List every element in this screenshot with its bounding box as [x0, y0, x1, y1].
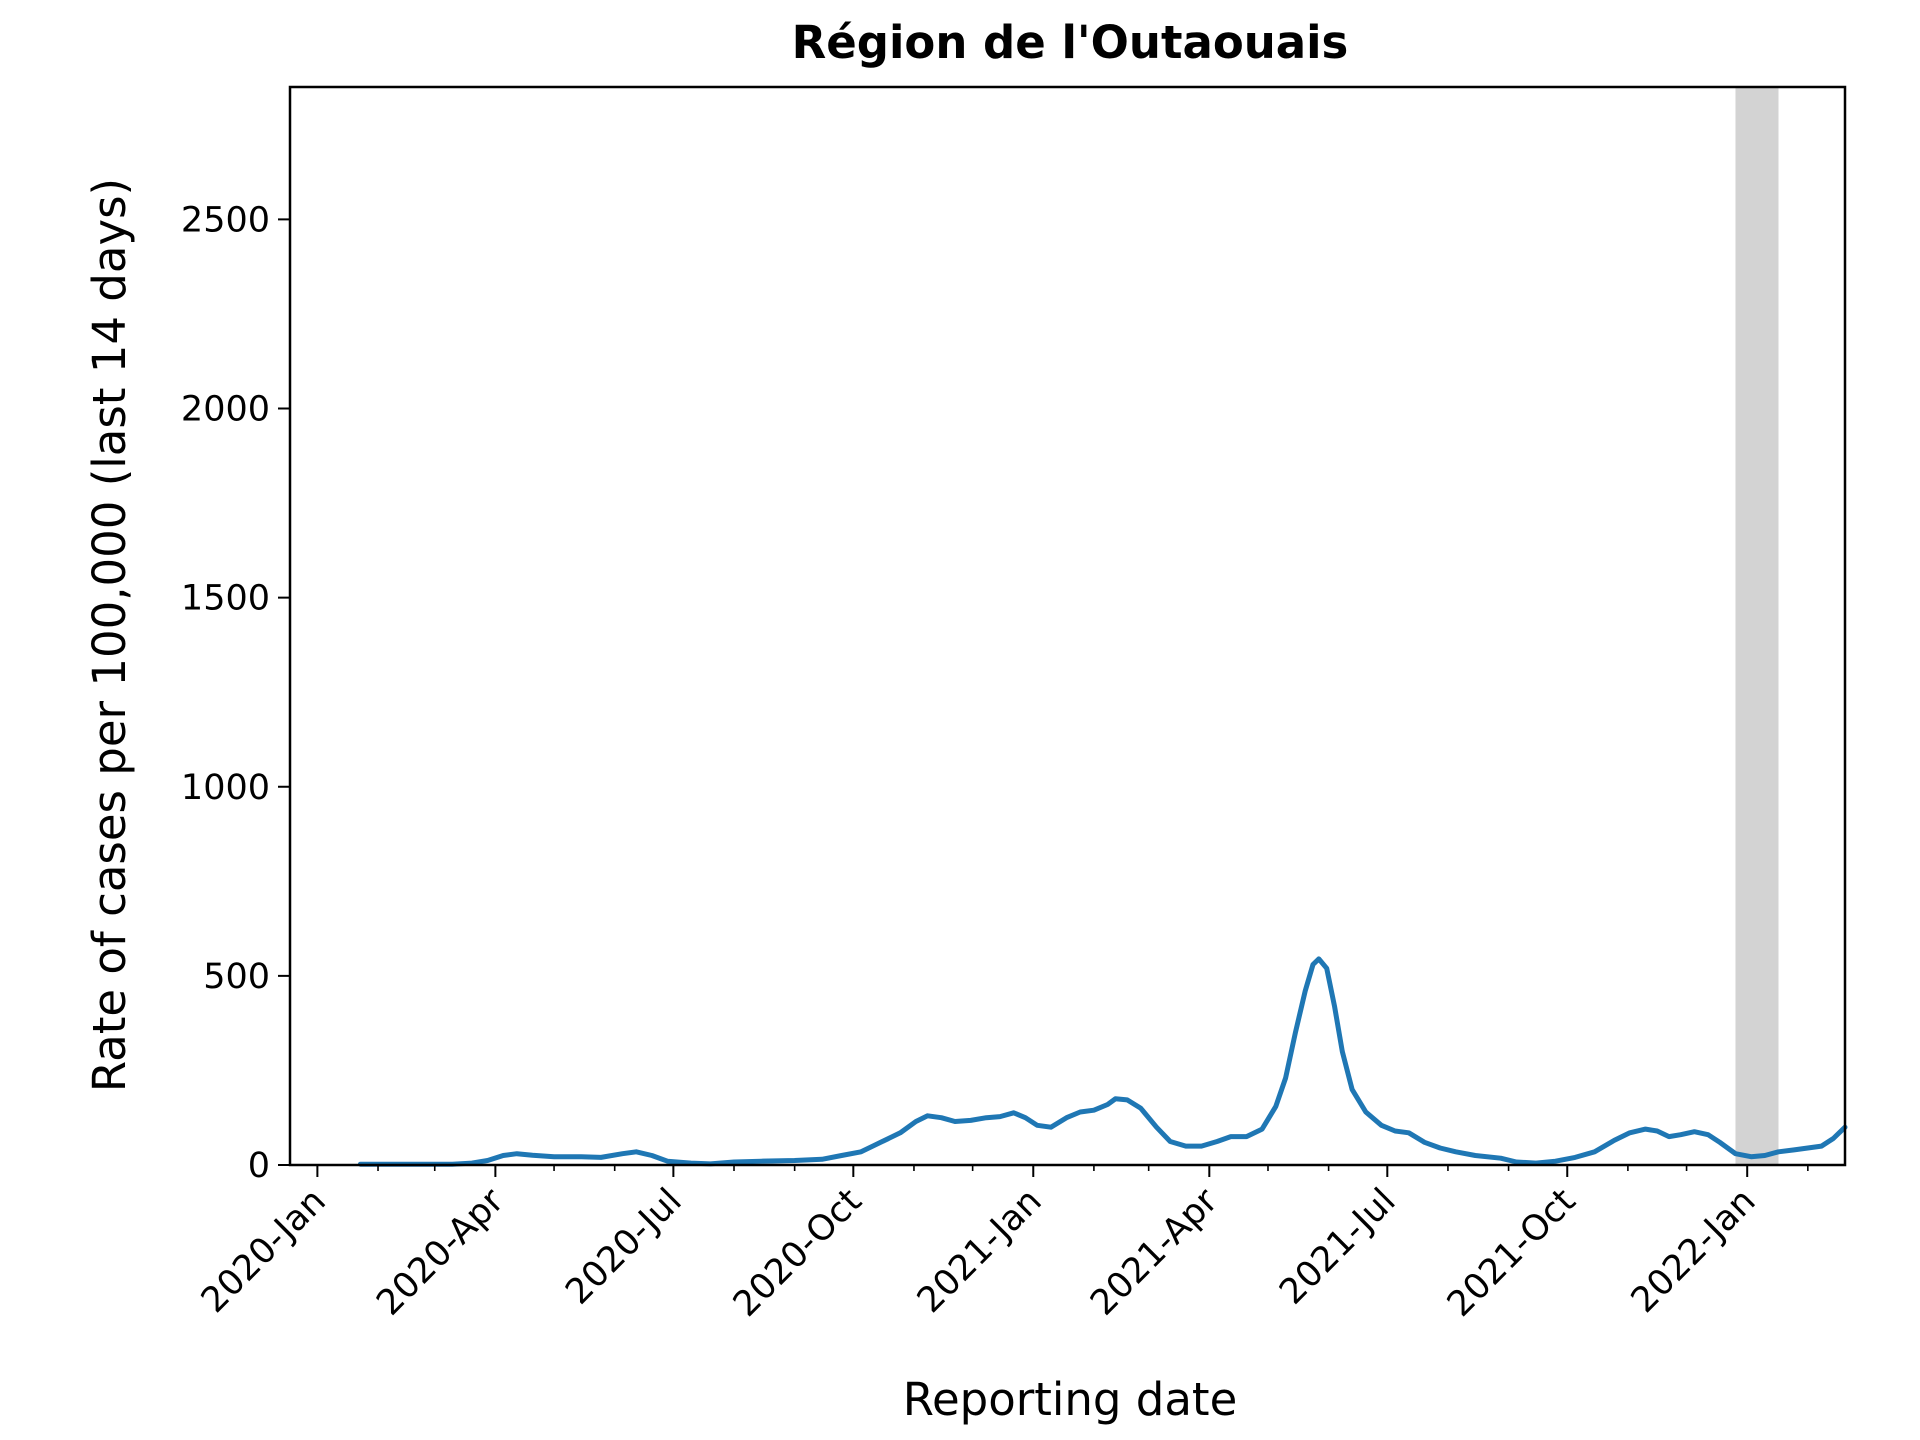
- y-tick-label: 2500: [181, 200, 270, 240]
- x-tick-label: 2022-Jan: [1624, 1181, 1764, 1321]
- x-tick-label: 2021-Jan: [910, 1181, 1050, 1321]
- x-tick-label: 2020-Jul: [558, 1181, 689, 1312]
- series-line-0: [357, 956, 1848, 1167]
- x-tick-label: 2020-Apr: [369, 1181, 512, 1324]
- y-tick-label: 1500: [181, 579, 270, 619]
- x-tick-label: 2020-Jan: [194, 1181, 334, 1321]
- y-tick-label: 500: [203, 957, 270, 997]
- plot-frame: [288, 85, 1847, 1167]
- x-tick-label: 2020-Oct: [726, 1181, 870, 1325]
- y-axis-label: Rate of cases per 100,000 (last 14 days): [83, 178, 136, 1092]
- y-tick-label: 1000: [181, 768, 270, 808]
- plot-area: 0 500 1000 1500 2000 2500 2020-Jan 2020-Apr 2020…: [181, 85, 1848, 1325]
- x-tick-label: 2021-Oct: [1440, 1181, 1584, 1325]
- x-tick-label: 2021-Jul: [1272, 1181, 1403, 1312]
- chart-title: Région de l'Outaouais: [792, 16, 1349, 69]
- shaded-region: [1735, 87, 1779, 1165]
- x-tick-label: 2021-Apr: [1083, 1181, 1226, 1324]
- y-tick-label: 2000: [181, 390, 270, 430]
- y-tick-label: 0: [248, 1146, 270, 1186]
- x-axis-label: Reporting date: [903, 1373, 1238, 1426]
